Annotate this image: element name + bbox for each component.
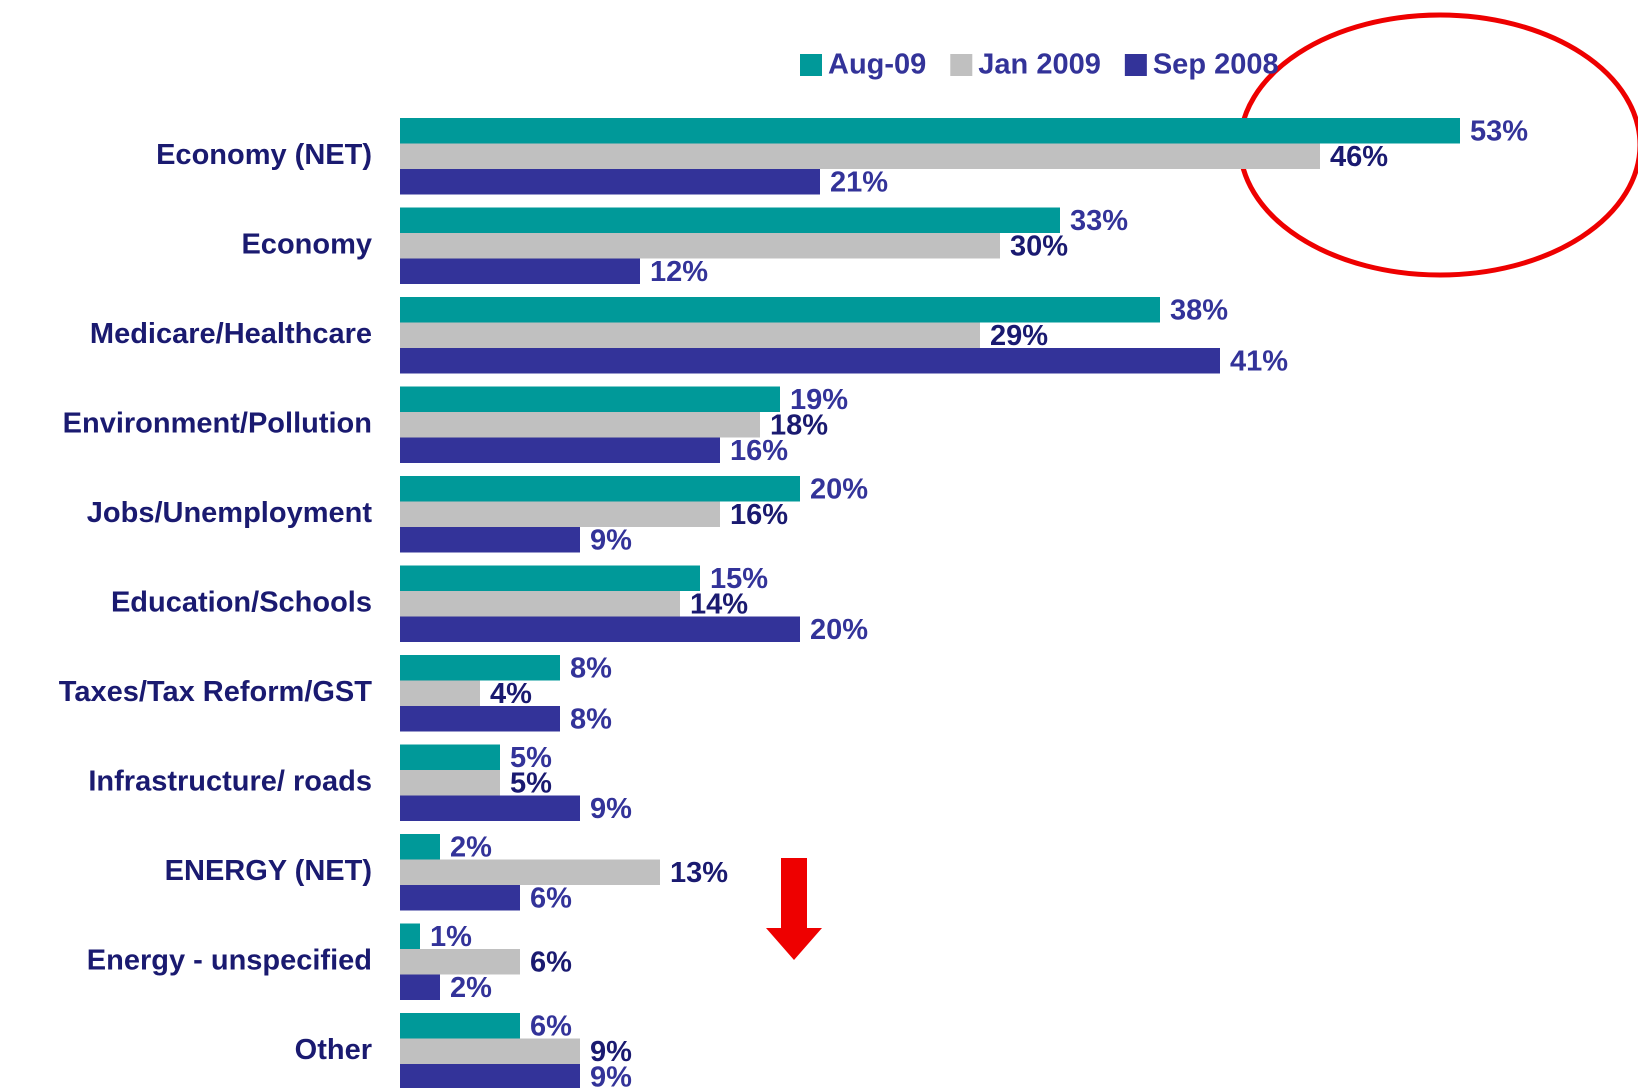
bar (400, 744, 500, 770)
value-label: 38% (1170, 294, 1228, 326)
bar (400, 923, 420, 949)
category-label: Infrastructure/ roads (88, 765, 372, 797)
bar (400, 591, 680, 617)
value-label: 13% (670, 857, 728, 889)
value-label: 12% (650, 256, 708, 288)
value-label: 15% (710, 563, 768, 595)
category-label: Economy (NET) (156, 139, 372, 171)
bar (400, 859, 660, 885)
bar (400, 565, 700, 591)
bar (400, 974, 440, 1000)
legend-label: Jan 2009 (978, 49, 1101, 81)
value-label: 19% (790, 384, 848, 416)
bar (400, 348, 1220, 374)
legend-label: Sep 2008 (1153, 49, 1279, 81)
value-label: 2% (450, 831, 492, 863)
bar (400, 655, 560, 681)
value-label: 9% (590, 793, 632, 825)
bar (400, 169, 820, 195)
value-label: 46% (1330, 141, 1388, 173)
down-arrow (766, 858, 822, 960)
bar (400, 386, 780, 412)
legend-swatch (1124, 54, 1147, 76)
category-label: Other (295, 1034, 372, 1066)
category-label: Taxes/Tax Reform/GST (59, 676, 372, 708)
legend-swatch (950, 54, 973, 76)
bar (400, 476, 800, 502)
bar (400, 412, 760, 438)
bar (400, 527, 580, 553)
bar (400, 616, 800, 642)
bar (400, 680, 480, 706)
category-label: Energy - unspecified (87, 944, 372, 976)
value-label: 8% (570, 703, 612, 735)
bar (400, 258, 640, 284)
value-label: 21% (830, 166, 888, 198)
value-label: 6% (530, 882, 572, 914)
value-label: 14% (690, 588, 748, 620)
value-label: 2% (450, 972, 492, 1004)
bar (400, 501, 720, 527)
value-label: 20% (810, 473, 868, 505)
value-label: 30% (1010, 230, 1068, 262)
value-label: 33% (1070, 205, 1128, 237)
category-label: Medicare/Healthcare (90, 318, 372, 350)
category-label: Jobs/Unemployment (87, 497, 373, 529)
value-label: 53% (1470, 115, 1528, 147)
value-label: 41% (1230, 345, 1288, 377)
category-label: ENERGY (NET) (165, 855, 372, 887)
value-label: 20% (810, 614, 868, 646)
bar (400, 143, 1320, 169)
bar (400, 795, 580, 821)
value-label: 1% (430, 921, 472, 953)
category-label: Education/Schools (111, 586, 372, 618)
value-label: 16% (730, 435, 788, 467)
value-label: 18% (770, 409, 828, 441)
bar (400, 322, 980, 348)
bar (400, 834, 440, 860)
value-label: 9% (590, 524, 632, 556)
bar (400, 770, 500, 796)
category-label: Environment/Pollution (63, 407, 372, 439)
bar (400, 233, 1000, 259)
value-label: 29% (990, 320, 1048, 352)
legend-label: Aug-09 (828, 49, 926, 81)
bar (400, 1064, 580, 1088)
category-label: Economy (241, 228, 372, 260)
bar (400, 1013, 520, 1039)
value-label: 8% (570, 652, 612, 684)
bar (400, 1038, 580, 1064)
bar (400, 207, 1060, 233)
bar (400, 949, 520, 975)
bar (400, 437, 720, 463)
value-label: 5% (510, 767, 552, 799)
value-label: 6% (530, 946, 572, 978)
value-label: 16% (730, 499, 788, 531)
bar (400, 885, 520, 911)
legend-swatch (800, 54, 822, 76)
value-label: 9% (590, 1061, 632, 1088)
value-label: 6% (530, 1010, 572, 1042)
bar (400, 706, 560, 732)
value-label: 9% (590, 1036, 632, 1068)
bar (400, 297, 1160, 323)
bar (400, 118, 1460, 144)
value-label: 5% (510, 742, 552, 774)
value-label: 4% (490, 678, 532, 710)
